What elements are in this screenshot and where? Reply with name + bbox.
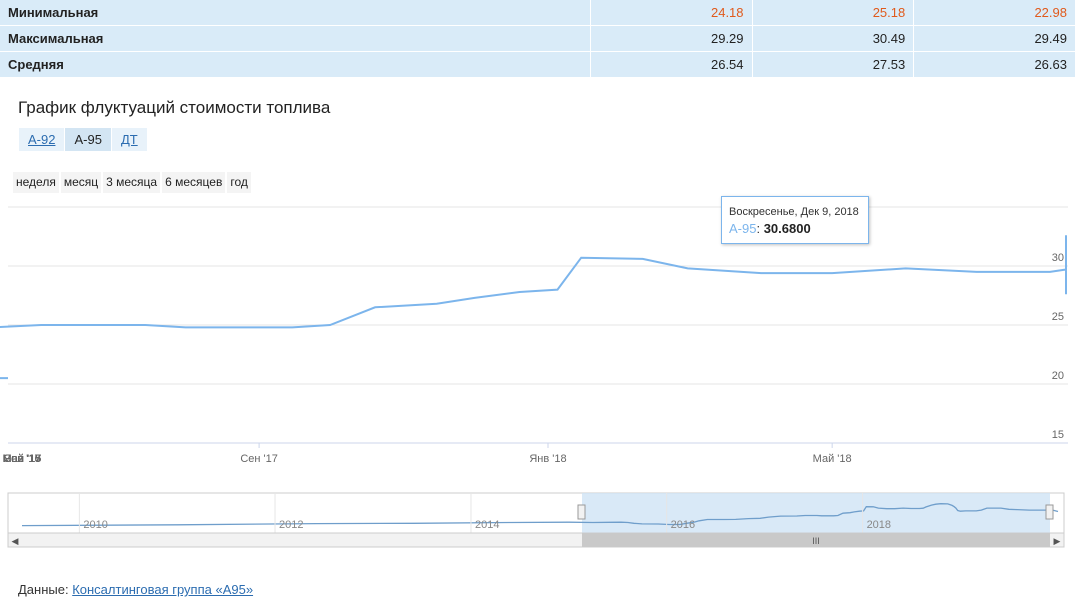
series-line: [0, 235, 1067, 380]
y-tick-label: 20: [1052, 370, 1064, 382]
table-row: Минимальная 24.18 25.18 22.98: [0, 0, 1076, 26]
navigator-year-label: 2016: [671, 519, 695, 531]
stats-row-label: Максимальная: [0, 25, 591, 52]
period-year-button[interactable]: год: [227, 172, 251, 193]
stats-cell: 25.18: [752, 0, 915, 26]
tooltip-date: Воскресенье, Дек 9, 2018: [729, 206, 859, 218]
y-tick-label: 15: [1052, 429, 1064, 441]
x-tick-label: Сен '15: [3, 453, 41, 465]
period-6months-button[interactable]: 6 месяцев: [162, 172, 226, 193]
scroll-right-arrow-icon[interactable]: ▶: [1054, 536, 1061, 546]
tab-dt[interactable]: ДТ: [111, 128, 147, 151]
fuel-tabs: А-92 А-95 ДТ: [19, 128, 148, 151]
navigator-year-labels: 2010 2012 2014 2016 2018: [78, 493, 891, 533]
stats-cell: 26.63: [913, 51, 1076, 78]
y-tick-label: 30: [1052, 252, 1064, 264]
y-tick-label: 25: [1052, 311, 1064, 323]
navigator-left-handle[interactable]: [577, 504, 586, 520]
period-3months-button[interactable]: 3 месяца: [103, 172, 161, 193]
scrollbar-thumb[interactable]: [582, 533, 1050, 547]
tooltip-value: 30.6800: [763, 221, 811, 236]
data-source: Данные: Консалтинговая группа «А95»: [18, 582, 253, 597]
period-selector: неделя месяц 3 месяца 6 месяцев год: [13, 172, 253, 193]
tooltip-value-line: А-95: 30.6800: [729, 221, 811, 236]
stats-table: Минимальная 24.18 25.18 22.98 Максимальн…: [0, 0, 1076, 78]
table-row: Максимальная 29.29 30.49 29.49: [0, 25, 1076, 52]
stats-cell: 27.53: [752, 51, 915, 78]
x-tick-label: Сен '16: [3, 453, 41, 465]
source-label: Данные:: [18, 582, 73, 597]
navigator-year-label: 2014: [475, 519, 499, 531]
table-row: Средняя 26.54 27.53 26.63: [0, 51, 1076, 78]
period-week-button[interactable]: неделя: [13, 172, 59, 193]
navigator-year-label: 2012: [279, 519, 303, 531]
tooltip-series-name: А-95: [729, 221, 757, 236]
navigator-series-line: [21, 503, 1059, 527]
scrollbar-grip: III: [812, 536, 820, 546]
stats-cell: 24.18: [590, 0, 753, 26]
navigator-year-label: 2010: [83, 519, 107, 531]
stats-cell: 22.98: [913, 0, 1076, 26]
x-tick-label: Янв '17: [3, 453, 40, 465]
scroll-left-arrow-icon[interactable]: ◀: [12, 536, 19, 546]
stats-cell: 26.54: [590, 51, 753, 78]
x-tick-label: Май '15: [3, 453, 42, 465]
stats-cell: 30.49: [752, 25, 915, 52]
stats-row-label: Минимальная: [0, 0, 591, 26]
grid-lines: [8, 206, 1068, 444]
tooltip: Воскресенье, Дек 9, 2018 А-95: 30.6800: [721, 196, 869, 244]
navigator-year-label: 2018: [867, 519, 891, 531]
x-tick-label: Май '17: [3, 453, 42, 465]
x-tick-label: Май '18: [813, 453, 852, 465]
tab-a95[interactable]: А-95: [65, 128, 111, 151]
source-link[interactable]: Консалтинговая группа «А95»: [72, 582, 254, 597]
tab-a92[interactable]: А-92: [19, 128, 65, 151]
chart-title: График флуктуаций стоимости топлива: [18, 98, 331, 117]
x-tick-label: Сен '17: [240, 453, 278, 465]
x-tick-label: Янв '18: [529, 453, 566, 465]
navigator-right-handle[interactable]: [1045, 504, 1054, 520]
stats-cell: 29.29: [590, 25, 753, 52]
navigator-selection[interactable]: [582, 493, 1050, 533]
stats-cell: 29.49: [913, 25, 1076, 52]
y-axis-ticks: 15 20 25 30: [1052, 252, 1064, 441]
x-tick-label: Янв '16: [3, 453, 40, 465]
stats-row-label: Средняя: [0, 51, 591, 78]
period-month-button[interactable]: месяц: [60, 172, 102, 193]
